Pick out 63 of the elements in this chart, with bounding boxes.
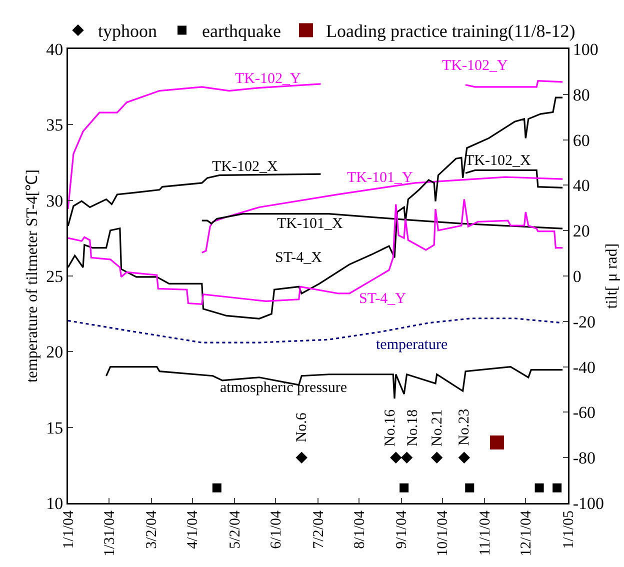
y2-tick-label: -80 (572, 448, 596, 468)
point (552, 483, 562, 492)
legend-label: earthquake (202, 21, 281, 42)
data-label: No.21 (429, 409, 446, 446)
x-tick-label: 1/31/04 (102, 510, 118, 556)
x-tick-label: 8/1/04 (352, 510, 368, 549)
y-tick-label: 40 (46, 40, 64, 59)
x-tick-label: 12/1/04 (518, 510, 535, 556)
series-label: ST-4_Y (359, 291, 406, 307)
y2-axis-title: tilt[ μ rad] (604, 243, 621, 309)
x-tick-label: 4/1/04 (185, 510, 202, 549)
x-tick-label: 1/1/05 (560, 510, 577, 549)
y2-tick-label: -40 (572, 358, 596, 377)
y-tick-label: 15 (46, 418, 64, 438)
point (534, 483, 544, 492)
point (296, 452, 308, 464)
y2-tick-label: 80 (572, 85, 590, 104)
point (458, 452, 470, 464)
series-label: TK-102_Y (235, 71, 301, 87)
y2-tick-label: -100 (572, 494, 604, 513)
point (465, 483, 474, 492)
legend-label: Loading practice training(11/8-12) (326, 21, 576, 42)
data-label: No.18 (405, 409, 422, 446)
x-tick-label: 7/2/04 (310, 510, 327, 549)
data-label: No.23 (456, 408, 473, 446)
line-series (105, 366, 564, 400)
legend-label: typhoon (98, 21, 158, 42)
y2-tick-label: -20 (572, 312, 596, 332)
text: TK-102_Y (442, 58, 508, 74)
point (400, 452, 413, 464)
y-tick-label: 25 (46, 266, 64, 286)
x-tick-label: 5/2/04 (228, 510, 244, 549)
point (431, 452, 443, 464)
series-label: temperature (376, 337, 448, 353)
series-label: atmospheric pressure (220, 380, 348, 396)
data-label: No.16 (382, 408, 398, 446)
y2-tick-label: 20 (572, 222, 590, 241)
y2-tick-label: 60 (572, 130, 590, 150)
point (212, 483, 222, 492)
x-tick-label: 3/2/04 (144, 510, 160, 549)
x-tick-label: 10/1/04 (435, 510, 452, 556)
series-label: TK-101_Y (347, 170, 413, 186)
x-tick-label: 9/1/04 (394, 510, 410, 549)
data-label: No.6 (294, 412, 310, 442)
x-tick-label: 11/1/04 (478, 510, 494, 556)
y-tick-label: 20 (46, 342, 64, 362)
y2-tick-label: 40 (572, 176, 590, 196)
y-tick-label: 30 (46, 191, 64, 210)
y2-tick-label: -60 (572, 403, 596, 422)
x-tick-label: 6/1/04 (268, 510, 285, 549)
point (490, 435, 504, 450)
y-tick-label: 35 (46, 116, 64, 135)
y-axis-title: temperature of tiltmeter ST-4[℃] (24, 169, 42, 383)
y-tick-label: 10 (46, 494, 64, 513)
x-tick-label: 1/1/04 (60, 510, 77, 549)
point (390, 452, 402, 464)
y2-tick-label: 0 (572, 266, 582, 286)
y2-tick-label: 100 (572, 40, 598, 59)
series-label: TK-101_X (277, 216, 343, 232)
line-series (68, 198, 564, 305)
point (400, 483, 409, 492)
series-label: ST-4_X (275, 250, 322, 266)
series-label: TK-102_X (212, 159, 278, 175)
